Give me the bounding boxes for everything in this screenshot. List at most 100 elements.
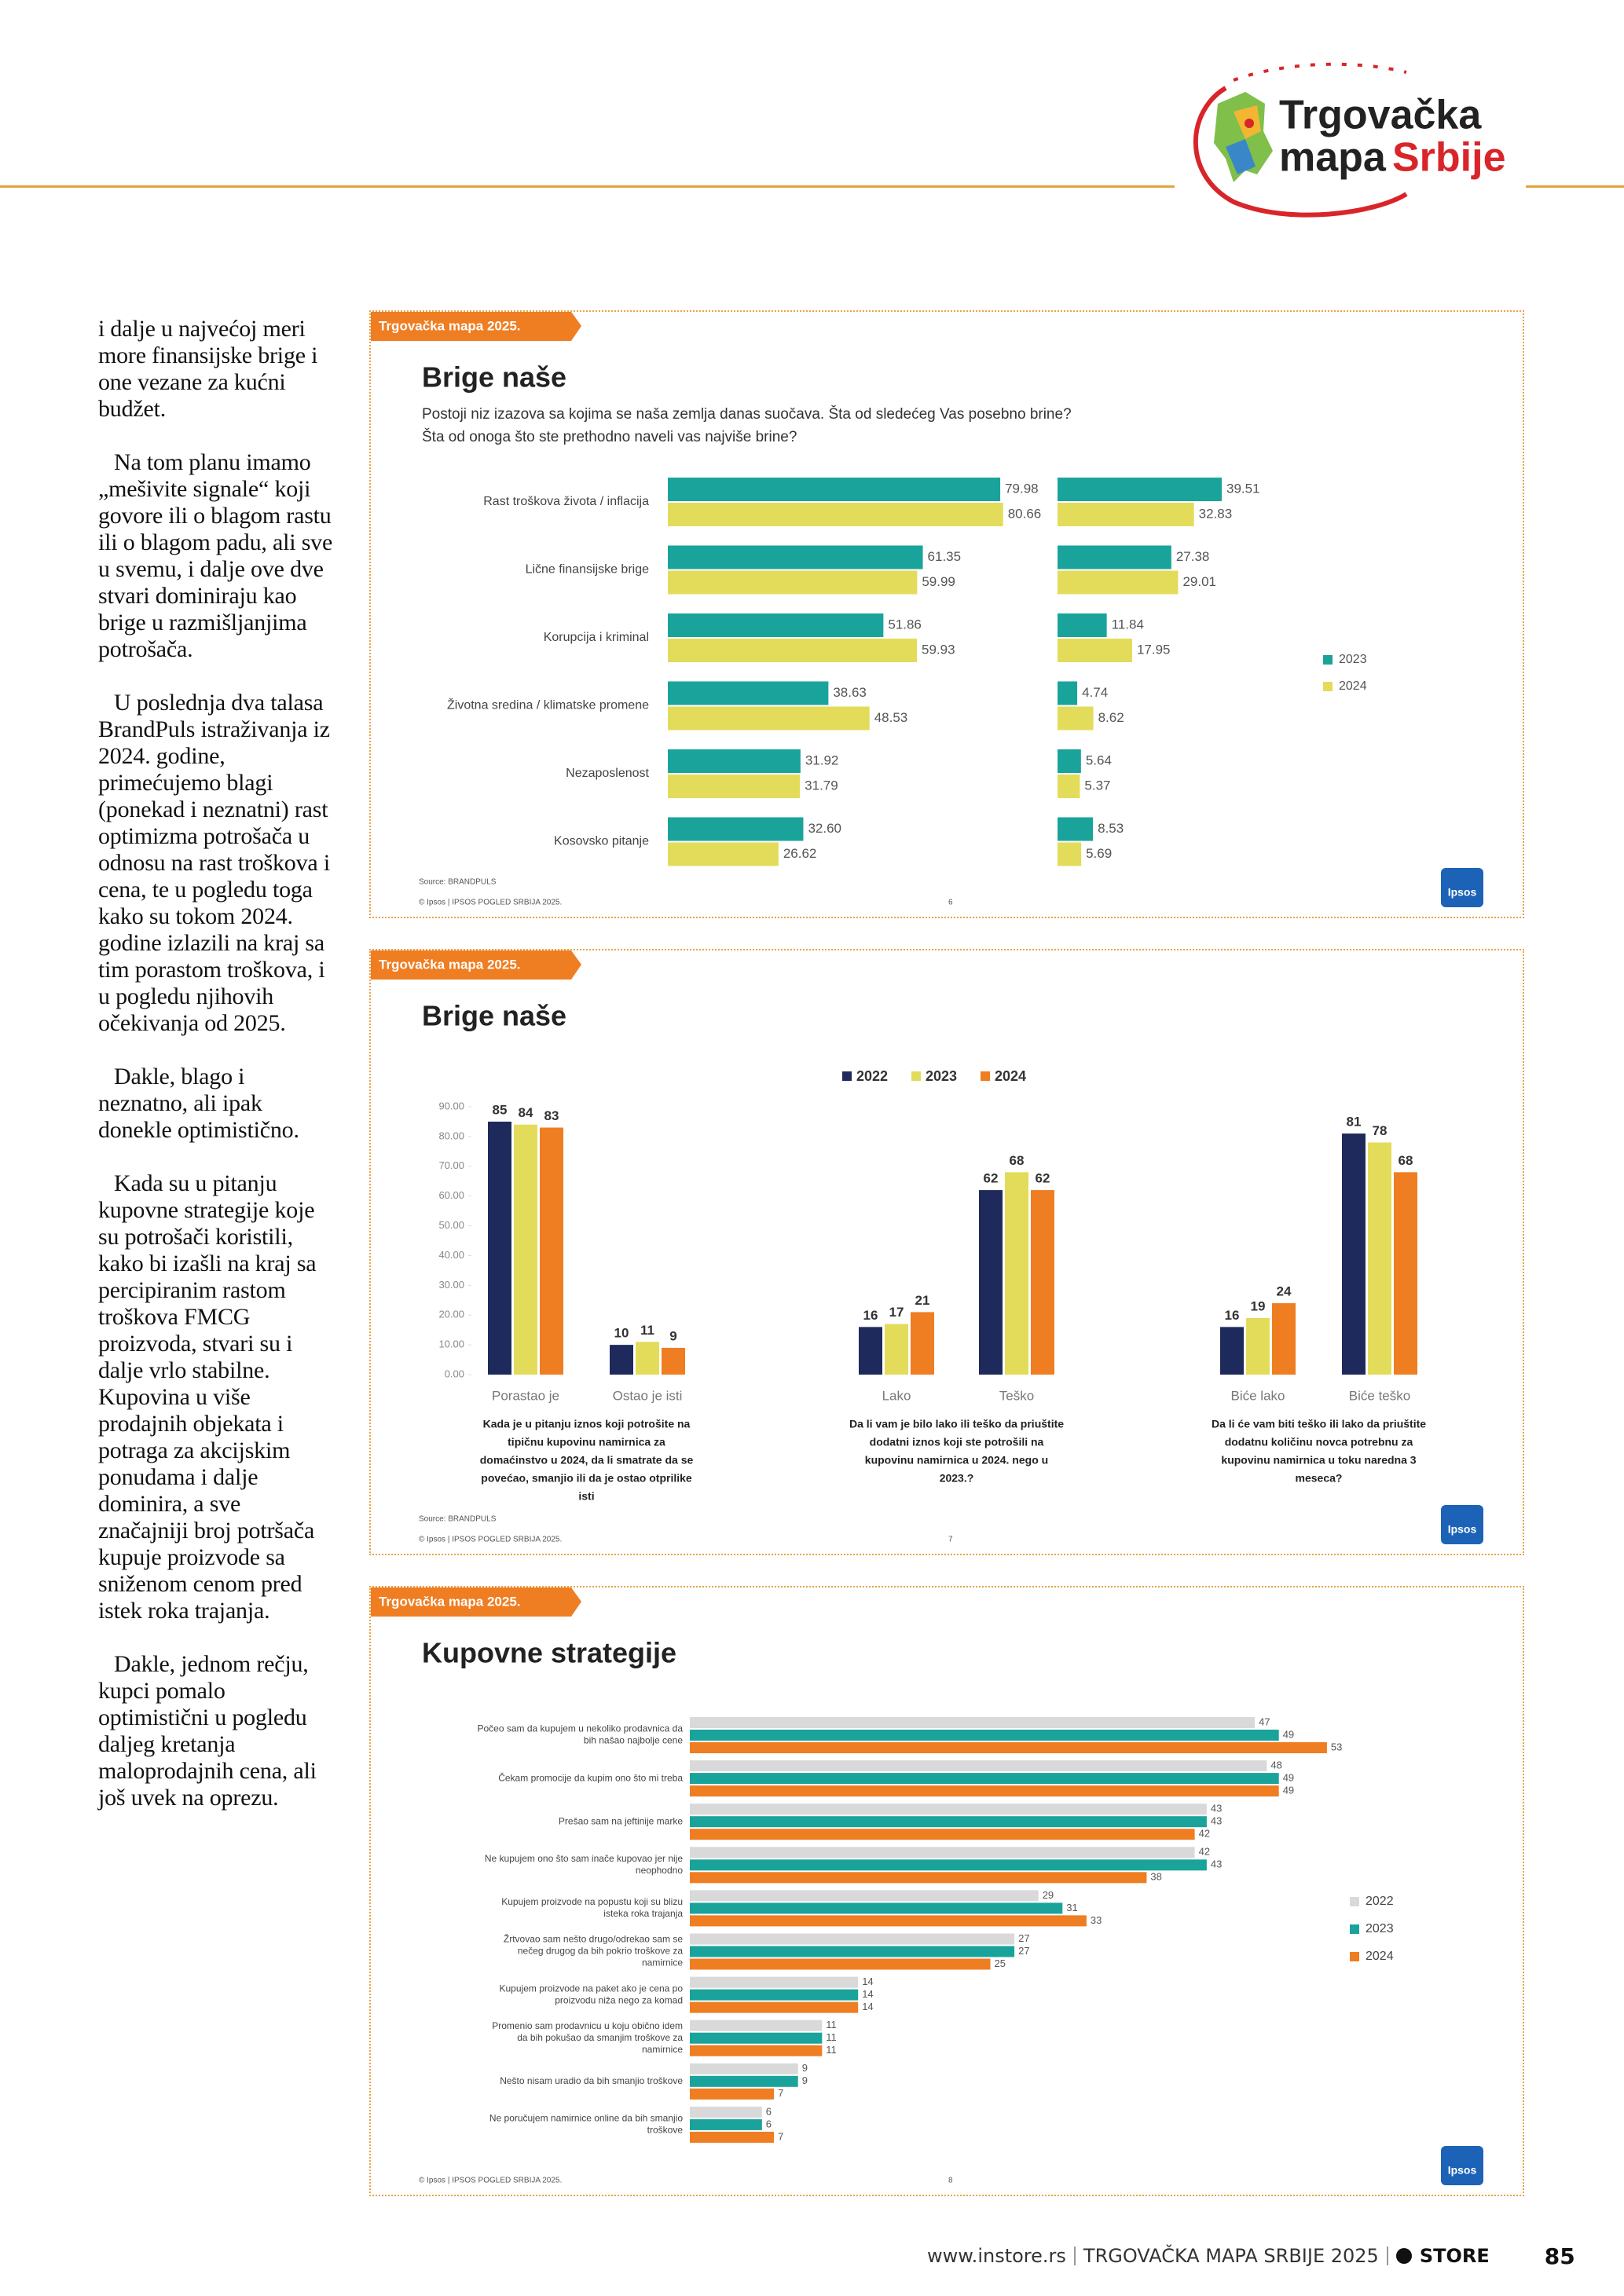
x-tick-label: Porastao je <box>492 1388 559 1403</box>
legend-label: 2024 <box>995 1068 1026 1084</box>
bar <box>668 639 918 662</box>
value-label: 14 <box>862 1976 873 1987</box>
chart-source: Source: BRANDPULS <box>419 1515 497 1524</box>
bar <box>690 1989 859 2001</box>
paragraph: U poslednja dva talasa BrandPuls istraži… <box>98 690 330 1036</box>
tag-shape <box>371 1587 581 1617</box>
value-label: 48.53 <box>874 710 908 725</box>
legend-swatch <box>1350 1924 1359 1934</box>
bar <box>1272 1303 1296 1375</box>
value-label: 26.62 <box>783 846 817 861</box>
group-note: Kada je u pitanju iznos koji potrošite n… <box>483 1418 691 1430</box>
category-label: Čekam promocije da kupim ono što mi treb… <box>498 1771 683 1783</box>
value-label: 81 <box>1347 1115 1362 1130</box>
value-label: 49 <box>1283 1785 1294 1796</box>
bar <box>690 2131 775 2143</box>
y-tick-label: 50.00 <box>438 1219 464 1231</box>
footer-publication: TRGOVAČKA MAPA SRBIJE 2025 <box>1083 2245 1379 2267</box>
category-label: Kupujem proizvode na popustu koji su bli… <box>501 1896 683 1907</box>
separator <box>1073 2247 1076 2265</box>
paragraph: Dakle, jednom rečju, kupci pomalo optimi… <box>98 1651 317 1811</box>
bar <box>690 2045 823 2056</box>
value-label: 43 <box>1211 1858 1222 1870</box>
value-label: 11 <box>826 2044 837 2056</box>
value-label: 68 <box>1010 1153 1025 1168</box>
value-label: 6 <box>766 2118 772 2129</box>
value-label: 24 <box>1277 1284 1292 1299</box>
chart-subtitle: Šta od onoga što ste prethodno naveli va… <box>422 428 797 445</box>
value-label: 59.99 <box>922 574 955 589</box>
bar <box>668 842 779 866</box>
bar <box>1005 1172 1028 1375</box>
bar <box>690 1847 1195 1858</box>
category-label: da bih pokušao da smanjim troškove za <box>517 2032 683 2043</box>
bar <box>1058 749 1081 773</box>
bar <box>1220 1327 1244 1375</box>
category-label: Rast troškova života / inflacija <box>483 495 649 508</box>
bar <box>690 1946 1015 1957</box>
category-label: Ne poručujem namirnice online da bih sma… <box>489 2113 683 2124</box>
bar <box>690 1730 1279 1741</box>
bar <box>690 1859 1207 1871</box>
group-note: povećao, smanjio ili da je ostao otprili… <box>481 1472 692 1485</box>
value-label: 38 <box>1150 1871 1161 1883</box>
bar <box>668 545 923 569</box>
logo: Trgovačka mapa Srbije <box>1193 62 1506 218</box>
legend-swatch <box>1323 655 1333 665</box>
footer-brand: STORE <box>1419 2245 1490 2267</box>
footer-site: www.instore.rs <box>927 2245 1066 2267</box>
bar <box>1058 817 1094 841</box>
group-note: domaćinstvo u 2024, da li smatrate da se <box>480 1454 694 1467</box>
value-label: 10 <box>614 1326 629 1341</box>
y-tick-label: 80.00 <box>438 1130 464 1141</box>
value-label: 17 <box>889 1305 904 1320</box>
chart-copyright: © Ipsos | IPSOS POGLED SRBIJA 2025. <box>419 1536 562 1544</box>
chart-tag: Trgovačka mapa 2025. <box>379 1594 521 1609</box>
legend-label: 2023 <box>1339 653 1367 666</box>
group-note: dodatnu količinu novca potrebnu za <box>1225 1436 1413 1448</box>
value-label: 6 <box>766 2105 772 2117</box>
ipsos-text: Ipsos <box>1448 886 1477 899</box>
bar <box>668 613 884 637</box>
y-tick-label: 70.00 <box>438 1159 464 1171</box>
bar <box>636 1342 659 1375</box>
y-tick-label: 0.00 <box>445 1368 464 1379</box>
value-label: 80.66 <box>1008 506 1042 521</box>
category-label: namirnice <box>642 1957 683 1968</box>
bar <box>1058 842 1082 866</box>
chart-page: 8 <box>948 2177 953 2185</box>
bar <box>540 1127 563 1375</box>
category-label: Lične finansijske brige <box>526 563 650 577</box>
category-label: Nezaposlenost <box>566 767 649 780</box>
logo-text: Srbije <box>1392 135 1506 181</box>
bar <box>610 1345 633 1375</box>
chart-copyright: © Ipsos | IPSOS POGLED SRBIJA 2025. <box>419 899 562 907</box>
bar <box>690 1829 1195 1840</box>
bar <box>690 1785 1279 1797</box>
value-label: 29 <box>1043 1889 1054 1901</box>
bar <box>1058 774 1080 798</box>
category-label: Počeo sam da kupujem u nekoliko prodavni… <box>478 1723 684 1734</box>
category-label: nečeg drugog da bih pokrio troškove za <box>518 1946 683 1957</box>
bar <box>1058 545 1171 569</box>
value-label: 14 <box>862 1988 873 2000</box>
category-label: neophodno <box>636 1865 683 1876</box>
category-label: Prešao sam na jeftinije marke <box>559 1815 683 1826</box>
legend-swatch <box>1323 682 1333 691</box>
value-label: 7 <box>778 2087 783 2099</box>
bar <box>690 1902 1063 1914</box>
bar <box>690 1717 1256 1728</box>
value-label: 31.79 <box>805 778 838 793</box>
chart: Trgovačka mapa 2025. Brige naše Postoji ni… <box>371 312 1483 907</box>
page-number: 85 <box>1544 2243 1575 2269</box>
bar <box>885 1324 908 1375</box>
bar <box>690 2020 823 2031</box>
value-label: 29.01 <box>1182 574 1216 589</box>
bar <box>690 1773 1279 1785</box>
legend-label: 2022 <box>856 1068 888 1084</box>
group-note: meseca? <box>1296 1472 1343 1485</box>
ipsos-text: Ipsos <box>1448 1523 1477 1536</box>
value-label: 11 <box>826 2019 837 2031</box>
bar <box>690 1803 1207 1815</box>
